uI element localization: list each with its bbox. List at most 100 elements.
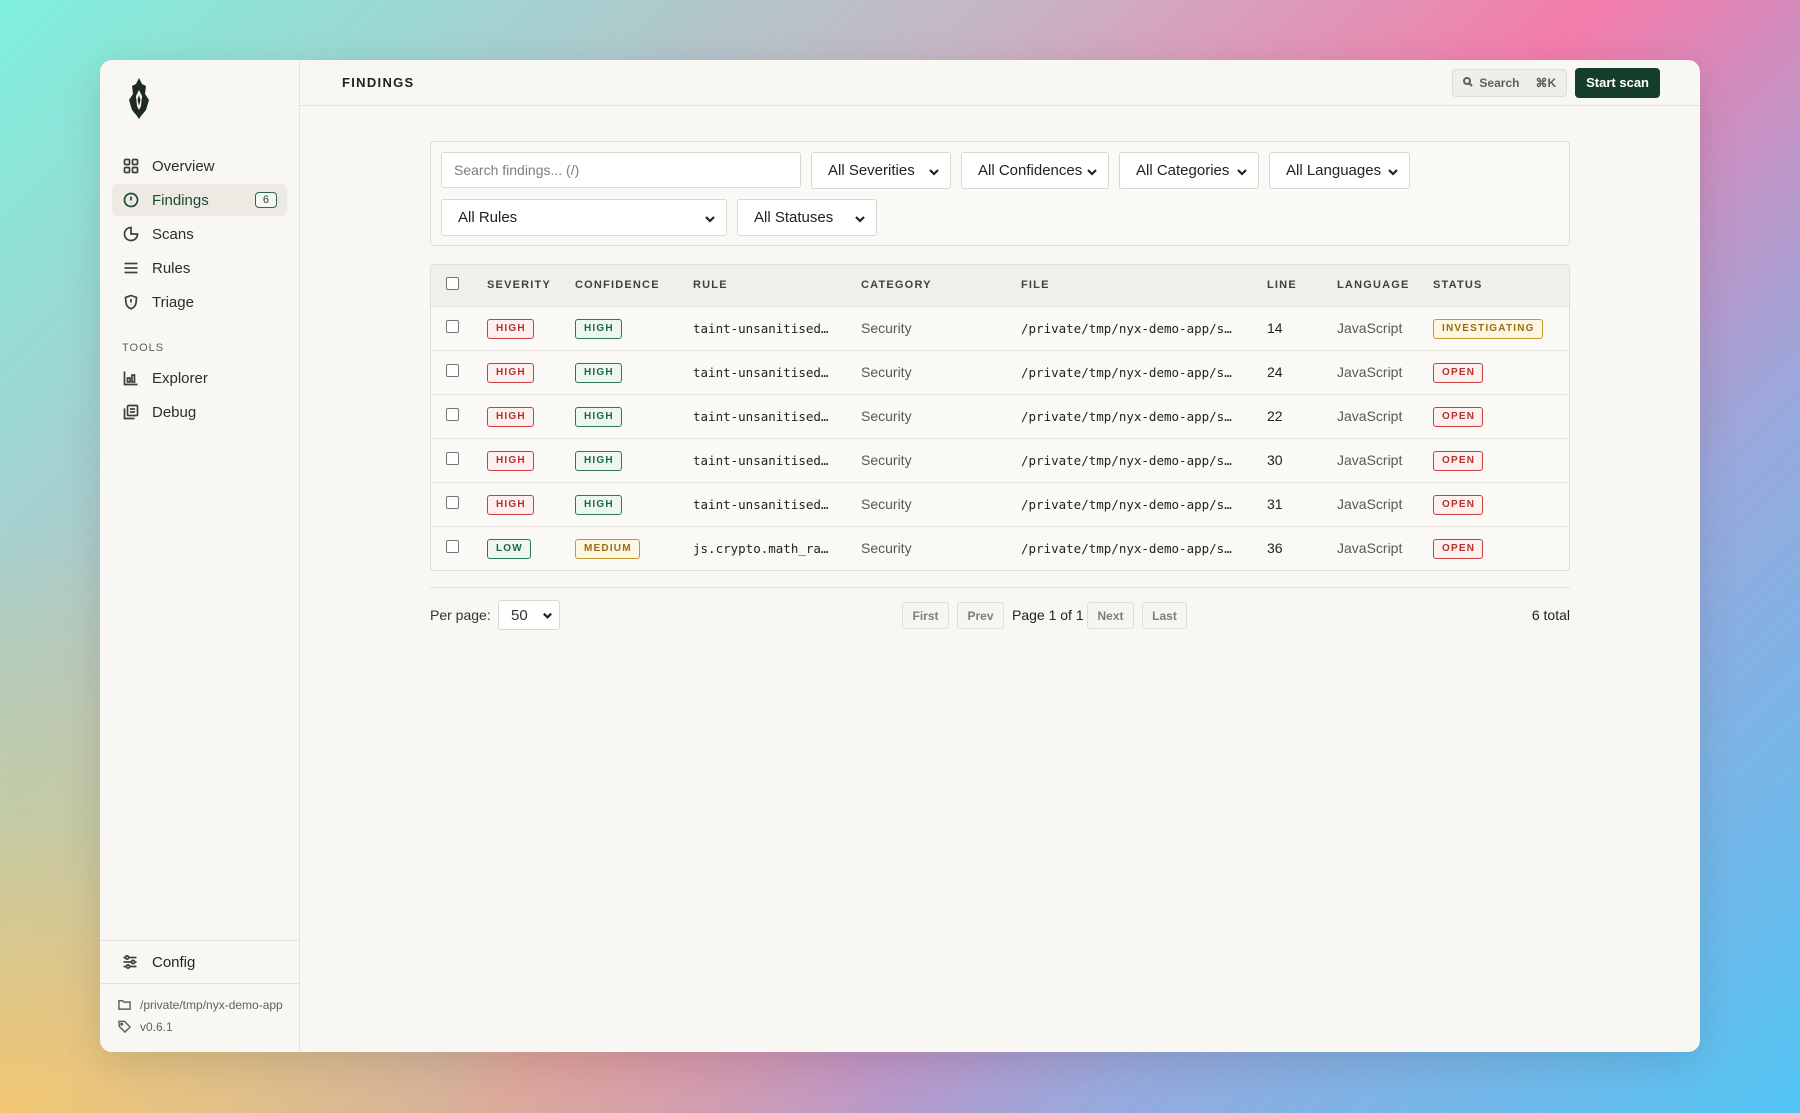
rule-cell: taint-unsanitised…	[693, 349, 861, 394]
status-badge[interactable]: OPEN	[1433, 538, 1484, 559]
file-path[interactable]: /private/tmp/nyx-demo-app/s…	[1021, 364, 1232, 380]
sidebar-item-findings[interactable]: Findings 6	[112, 184, 287, 216]
confidence-cell: MEDIUM	[575, 525, 693, 570]
confidence-cell: HIGH	[575, 305, 693, 350]
confidence-cell: HIGH	[575, 437, 693, 482]
column-header-status[interactable]: STATUS	[1433, 279, 1483, 292]
category-cell: Security	[861, 437, 1021, 482]
table-row[interactable]: HIGH HIGH taint-unsanitised… Security/priva…	[431, 437, 1569, 482]
file-cell: /private/tmp/nyx-demo-app/s…	[1021, 393, 1267, 438]
shield-icon	[122, 293, 140, 311]
chart-icon	[122, 369, 140, 387]
column-header-severity[interactable]: SEVERITY	[487, 279, 552, 292]
sidebar-item-config[interactable]: Config	[100, 940, 299, 984]
version-row: v0.6.1	[118, 1016, 283, 1038]
status-badge[interactable]: OPEN	[1433, 450, 1484, 471]
table-row[interactable]: HIGH HIGH taint-unsanitised… Security/priva…	[431, 349, 1569, 394]
status-filter[interactable]: All Statuses	[737, 199, 877, 236]
column-header-line[interactable]: LINE	[1267, 279, 1297, 292]
search-findings-input[interactable]	[441, 152, 801, 188]
sidebar-item-explorer[interactable]: Explorer	[112, 362, 287, 394]
column-header-language[interactable]: LANGUAGE	[1337, 279, 1410, 292]
column-header-category[interactable]: CATEGORY	[861, 279, 932, 292]
search-icon	[1463, 76, 1474, 90]
row-checkbox[interactable]	[446, 540, 459, 554]
severity-badge: LOW	[487, 538, 531, 559]
file-path[interactable]: /private/tmp/nyx-demo-app/s…	[1021, 496, 1232, 512]
rule-id[interactable]: taint-unsanitised…	[693, 496, 829, 512]
column-header-file[interactable]: FILE	[1021, 279, 1050, 292]
file-cell: /private/tmp/nyx-demo-app/s…	[1021, 349, 1267, 394]
findings-table: SEVERITY CONFIDENCE RULE CATEGORY FILE L…	[430, 264, 1570, 571]
status-cell: OPEN	[1433, 481, 1569, 526]
rule-id[interactable]: taint-unsanitised…	[693, 364, 829, 380]
start-scan-button[interactable]: Start scan	[1575, 67, 1660, 98]
rule-filter[interactable]: All Rules	[441, 199, 727, 236]
project-meta: /private/tmp/nyx-demo-app v0.6.1	[100, 984, 299, 1052]
rule-id[interactable]: taint-unsanitised…	[693, 320, 829, 336]
status-cell: OPEN	[1433, 525, 1569, 570]
sliders-icon	[122, 953, 140, 971]
language-filter[interactable]: All Languages	[1269, 152, 1410, 189]
column-header-rule[interactable]: RULE	[693, 279, 728, 292]
rule-id[interactable]: taint-unsanitised…	[693, 452, 829, 468]
file-cell: /private/tmp/nyx-demo-app/s…	[1021, 437, 1267, 482]
category-filter[interactable]: All Categories	[1119, 152, 1259, 189]
total-count: 6 total	[1531, 607, 1570, 623]
top-bar: FINDINGS Search ⌘K Start scan	[300, 60, 1700, 106]
file-path[interactable]: /private/tmp/nyx-demo-app/s…	[1021, 320, 1232, 336]
prev-page-button[interactable]: Prev	[957, 602, 1004, 629]
search-button[interactable]: Search ⌘K	[1452, 68, 1568, 97]
per-page-select[interactable]: 50	[498, 600, 560, 630]
rule-cell: taint-unsanitised…	[693, 481, 861, 526]
next-page-button[interactable]: Next	[1087, 602, 1134, 629]
table-row[interactable]: HIGH HIGH taint-unsanitised… Security/priva…	[431, 481, 1569, 526]
row-checkbox[interactable]	[446, 496, 459, 509]
severity-cell: HIGH	[487, 349, 575, 394]
row-checkbox[interactable]	[446, 452, 459, 465]
row-checkbox[interactable]	[446, 408, 459, 421]
category-cell: Security	[861, 481, 1021, 526]
rule-id[interactable]: js.crypto.math_ra…	[693, 540, 829, 556]
status-badge[interactable]: INVESTIGATING	[1433, 318, 1543, 339]
severity-cell: HIGH	[487, 393, 575, 438]
file-path[interactable]: /private/tmp/nyx-demo-app/s…	[1021, 408, 1232, 424]
category-cell: Security	[861, 393, 1021, 438]
status-badge[interactable]: OPEN	[1433, 494, 1484, 515]
chevron-down-icon	[704, 212, 716, 224]
last-page-button[interactable]: Last	[1142, 602, 1187, 629]
sidebar-item-label: Config	[152, 953, 196, 971]
table-row[interactable]: HIGH HIGH taint-unsanitised… Security/priva…	[431, 305, 1569, 350]
status-badge[interactable]: OPEN	[1433, 406, 1484, 427]
file-cell: /private/tmp/nyx-demo-app/s…	[1021, 525, 1267, 570]
confidence-cell: HIGH	[575, 481, 693, 526]
row-select-cell	[431, 305, 487, 350]
file-path[interactable]: /private/tmp/nyx-demo-app/s…	[1021, 540, 1232, 556]
category-filter-value: All Categories	[1136, 162, 1230, 179]
language-cell: JavaScript	[1337, 305, 1433, 350]
column-header-confidence[interactable]: CONFIDENCE	[575, 279, 660, 292]
per-page-label: Per page:	[430, 607, 491, 623]
main-nav: Overview Findings 6 Scans Rules Triage	[100, 150, 299, 320]
sidebar-item-debug[interactable]: Debug	[112, 396, 287, 428]
row-checkbox[interactable]	[446, 364, 459, 377]
status-badge[interactable]: OPEN	[1433, 362, 1484, 383]
severity-filter[interactable]: All Severities	[811, 152, 951, 189]
row-checkbox[interactable]	[446, 320, 459, 333]
select-all-checkbox[interactable]	[446, 277, 459, 291]
confidence-filter[interactable]: All Confidences	[961, 152, 1109, 189]
sidebar-item-triage[interactable]: Triage	[112, 286, 287, 318]
table-row[interactable]: LOW MEDIUM js.crypto.math_ra… Security/priv…	[431, 525, 1569, 570]
findings-content: All Severities All Confidences All Categ…	[430, 141, 1570, 631]
app-logo[interactable]	[124, 76, 154, 132]
sidebar-item-rules[interactable]: Rules	[112, 252, 287, 284]
rule-id[interactable]: taint-unsanitised…	[693, 408, 829, 424]
sidebar-item-scans[interactable]: Scans	[112, 218, 287, 250]
chevron-down-icon	[542, 610, 553, 621]
file-path[interactable]: /private/tmp/nyx-demo-app/s…	[1021, 452, 1232, 468]
chevron-down-icon	[1236, 165, 1248, 177]
sidebar-item-overview[interactable]: Overview	[112, 150, 287, 182]
first-page-button[interactable]: First	[902, 602, 949, 629]
table-row[interactable]: HIGH HIGH taint-unsanitised… Security/priva…	[431, 393, 1569, 438]
page-indicator: Page 1 of 1	[1012, 607, 1084, 623]
